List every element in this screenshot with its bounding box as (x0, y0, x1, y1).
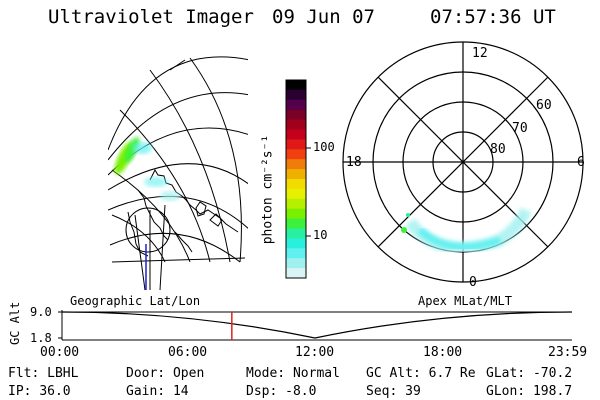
y-tick-9: 9.0 (30, 305, 52, 319)
latitude-arc (108, 56, 248, 151)
longitude-arc (189, 57, 242, 263)
status-glat: GLat: -70.2 (486, 366, 573, 381)
colorbar-unit-label: photon cm⁻²s⁻¹ (260, 134, 276, 245)
status-dsp: Dsp: -8.0 (246, 384, 317, 399)
color-bar-frame (285, 79, 307, 279)
polar-ring (125, 207, 171, 253)
colorbar-cell (286, 228, 306, 239)
time-label: 07:57:36 UT (430, 6, 556, 28)
colorbar-cell (286, 149, 306, 160)
color-bar (286, 80, 306, 279)
latitude-arc (109, 232, 241, 263)
colorbar-cell (286, 99, 306, 111)
mlt-label-12: 12 (472, 46, 488, 61)
coastline (137, 189, 169, 241)
geographic-label: Geographic Lat/Lon (70, 294, 201, 308)
colorbar-cell (286, 89, 306, 101)
mlat-label-80: 80 (490, 142, 506, 157)
colorbar-cell (286, 139, 306, 150)
mlat-label-60: 60 (536, 98, 552, 113)
colorbar-cell (286, 218, 306, 229)
status-gc-alt: GC Alt: 6.7 Re (366, 366, 476, 381)
status-glon: GLon: 198.7 (486, 384, 573, 399)
status-flt: Flt: LBHL (8, 366, 79, 381)
polar-aurora-oval (401, 207, 532, 254)
longitude-arc (119, 109, 211, 263)
colorbar-cell (286, 119, 306, 130)
colorbar-cell (286, 258, 306, 269)
colorbar-cell (286, 238, 306, 249)
latitude-arc (108, 163, 248, 191)
x-tick-0000: 00:00 (40, 345, 80, 360)
mlt-label-18: 18 (346, 155, 362, 170)
aurora-blob (144, 177, 168, 187)
mlt-label-6: 6 (577, 155, 585, 170)
mlt-label-0: 0 (469, 275, 477, 290)
colorbar-tick-label-100: 100 (313, 140, 335, 154)
x-tick-0600: 06:00 (168, 345, 208, 360)
geographic-map (108, 56, 248, 291)
island-outline (195, 201, 207, 217)
terminator-line (111, 257, 246, 263)
gc-alt-axis-label: GC Alt (8, 301, 22, 345)
x-tick-1800: 18:00 (423, 345, 463, 360)
coastline (174, 231, 193, 253)
coastline (127, 211, 149, 257)
latitude-arc (108, 92, 248, 161)
longitude-arc (149, 69, 231, 263)
latitude-arc (108, 195, 248, 229)
y-tick-1-8: 1.8 (30, 331, 52, 345)
colorbar-cell (286, 268, 306, 279)
date-label: 09 Jun 07 (272, 6, 375, 28)
apex-label: Apex MLat/MLT (418, 294, 512, 308)
colorbar-cell (286, 169, 306, 180)
mlat-label-70: 70 (512, 121, 528, 136)
colorbar-cell (286, 248, 306, 259)
status-ip: IP: 36.0 (8, 384, 71, 399)
colorbar-tick-label-10: 10 (313, 228, 328, 242)
colorbar-cell (286, 159, 306, 170)
colorbar-cell (286, 208, 306, 220)
status-seq: Seq: 39 (366, 384, 421, 399)
aurora-blob (132, 142, 152, 154)
aurora-oval-core (417, 227, 502, 251)
longitude-arc (111, 169, 191, 263)
colorbar-cell (286, 109, 306, 121)
island-outline (209, 213, 223, 227)
colorbar-cell (286, 198, 306, 210)
aurora-blob (160, 191, 180, 201)
status-gain: Gain: 14 (126, 384, 189, 399)
longitude-line (159, 204, 166, 291)
x-tick-1200: 12:00 (295, 345, 335, 360)
x-tick-2359: 23:59 (548, 345, 588, 360)
colorbar-cell (286, 188, 306, 200)
grid-tick (169, 59, 186, 71)
altitude-timeline (58, 310, 573, 341)
instrument-title: Ultraviolet Imager (48, 6, 254, 28)
aurora-spot (401, 227, 407, 233)
status-door: Door: Open (126, 366, 205, 381)
aurora-spot (406, 213, 410, 217)
status-mode: Mode: Normal (246, 366, 340, 381)
map-aurora (114, 137, 180, 201)
colorbar-cell (286, 80, 306, 91)
colorbar-cell (286, 179, 306, 190)
aurora-oval (405, 207, 532, 254)
colorbar-cell (286, 129, 306, 140)
altitude-curve (61, 311, 573, 339)
